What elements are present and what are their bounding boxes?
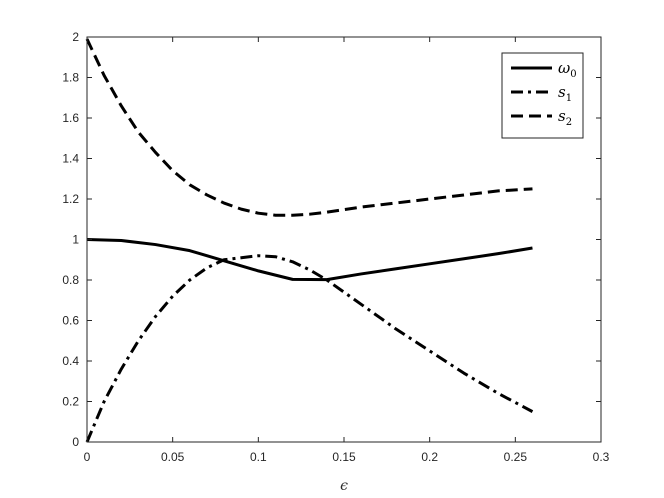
- series-line-ω0: [86, 238, 533, 282]
- y-tick-label: 0.4: [62, 354, 79, 368]
- y-tick-label: 0: [72, 435, 79, 449]
- x-tick-label: 0.25: [504, 450, 528, 464]
- y-tick-label: 0.6: [62, 314, 79, 328]
- legend-label-s2: s2: [558, 107, 572, 128]
- x-tick-label: 0.15: [332, 450, 356, 464]
- series-layer: [85, 38, 534, 443]
- x-tick-label: 0: [84, 450, 91, 464]
- legend-label-sub: 0: [570, 69, 576, 80]
- legend-label-sub: 2: [566, 117, 572, 128]
- legend-label-base: s: [558, 107, 566, 125]
- x-tick-label: 0.05: [161, 450, 185, 464]
- y-tick-label: 1.6: [62, 111, 79, 125]
- legend-label-base: ω: [558, 59, 570, 77]
- x-tick-label: 0.1: [250, 450, 267, 464]
- series-line-s1: [85, 254, 534, 443]
- tick-layer: 0 0.05 0.1 0.15 0.2 0.25 0.3 0 0.2 0.4 0.6 0.8 1 1.2 1…: [62, 30, 609, 464]
- x-axis-label: ϵ: [340, 478, 348, 494]
- series-line-s2: [85, 38, 533, 217]
- x-tick-label: 0.3: [593, 450, 610, 464]
- legend-label-base: s: [558, 83, 566, 101]
- legend-label-s1: s1: [558, 83, 572, 104]
- x-tick-label: 0.2: [421, 450, 438, 464]
- y-tick-label: 1.8: [62, 71, 79, 85]
- y-tick-label: 1.4: [62, 152, 79, 166]
- y-tick-label: 1.2: [62, 192, 79, 206]
- y-tick-label: 0.2: [62, 395, 79, 409]
- legend-label-ω0: ω0: [558, 59, 577, 80]
- y-tick-label: 2: [72, 30, 79, 44]
- y-tick-label: 0.8: [62, 273, 79, 287]
- y-tick-label: 1: [72, 233, 79, 247]
- legend-label-sub: 1: [566, 93, 572, 104]
